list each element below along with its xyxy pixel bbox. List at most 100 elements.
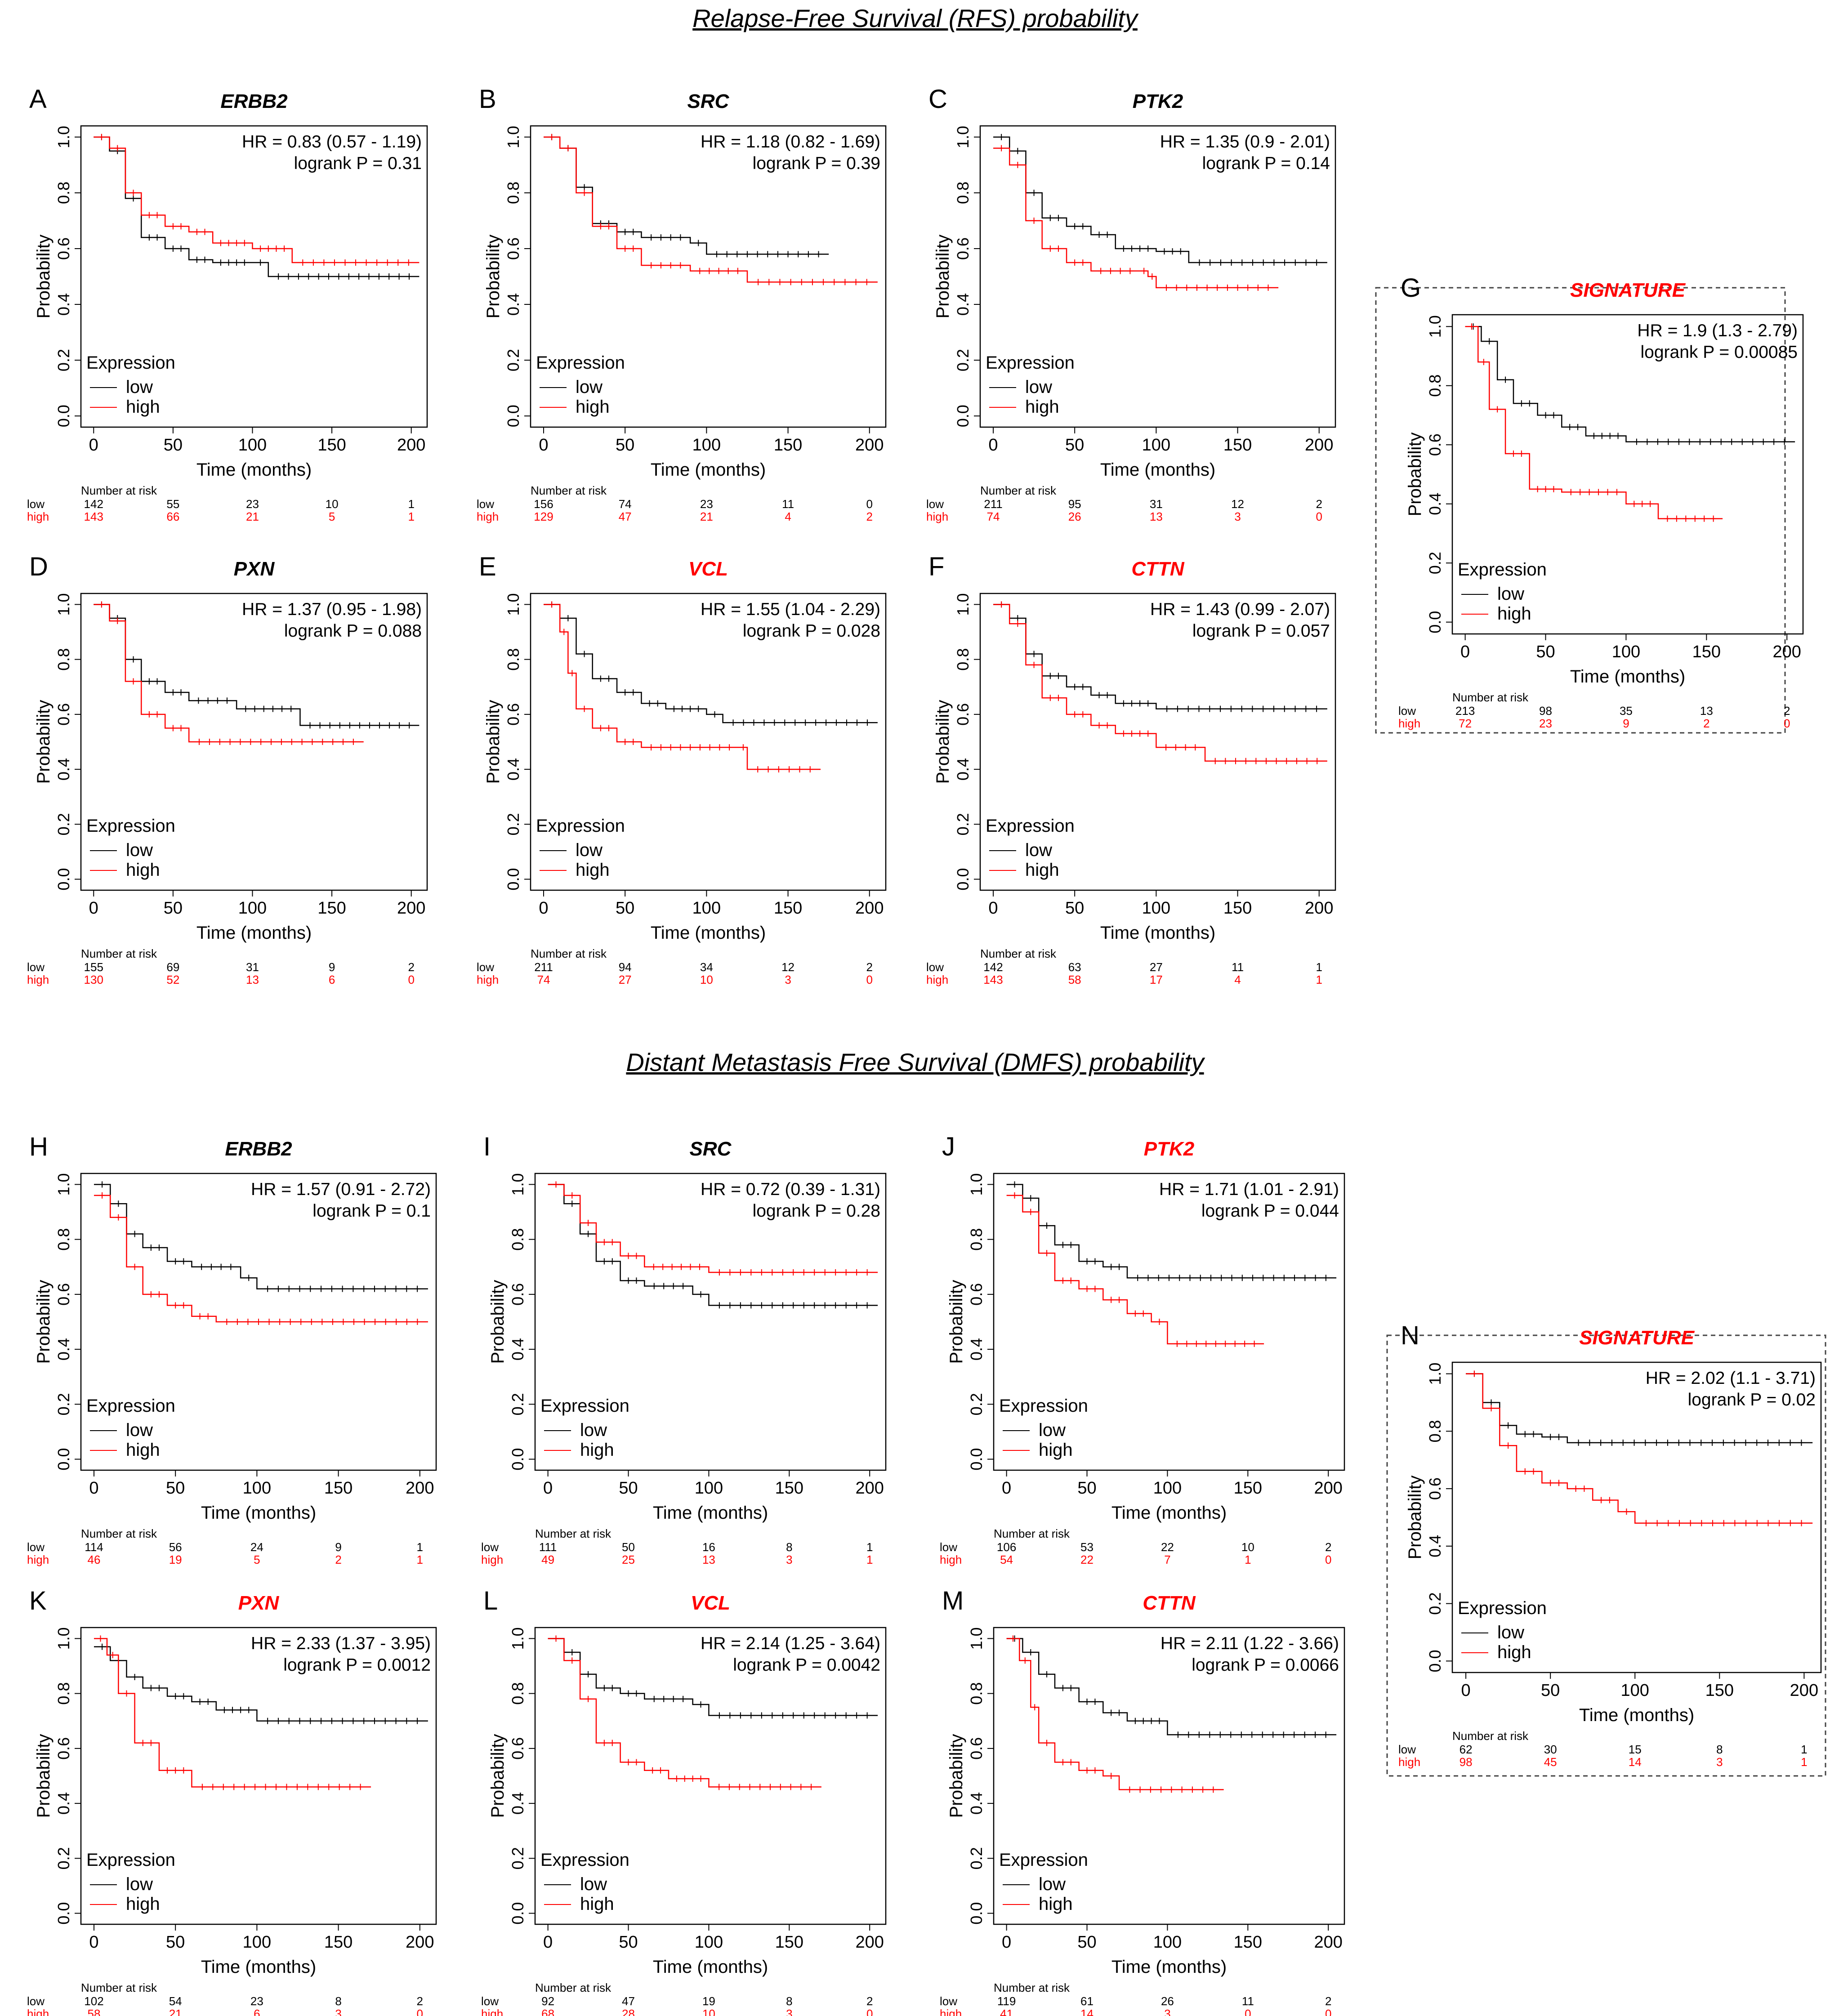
- censor-mark: [1071, 259, 1078, 266]
- x-tick-label: 200: [1305, 436, 1333, 455]
- y-tick-label: 0.0: [954, 868, 972, 891]
- x-tick-label: 100: [695, 1479, 723, 1498]
- censor-mark: [170, 689, 176, 696]
- risk-high-value: 49: [541, 1553, 554, 1566]
- censor-mark: [278, 739, 285, 745]
- risk-high-value: 17: [1150, 973, 1163, 986]
- censor-mark: [273, 245, 280, 252]
- censor-mark: [1249, 705, 1256, 712]
- risk-high-value: 1: [1316, 973, 1322, 986]
- censor-mark: [131, 1231, 138, 1237]
- censor-mark: [1572, 1485, 1579, 1492]
- censor-mark: [630, 245, 637, 252]
- censor-mark: [1575, 1439, 1582, 1446]
- risk-header: Number at risk: [1452, 691, 1529, 704]
- censor-mark: [1241, 1340, 1248, 1347]
- risk-high-value: 6: [329, 973, 335, 986]
- censor-mark: [339, 1717, 346, 1724]
- risk-high-value: 143: [983, 973, 1003, 986]
- censor-mark: [1675, 438, 1682, 445]
- y-tick-label: 0.2: [954, 813, 972, 835]
- y-tick-label: 0.4: [509, 1338, 527, 1360]
- censor-mark: [205, 1313, 211, 1320]
- risk-high-value: 41: [1000, 2007, 1013, 2016]
- censor-mark: [1654, 1520, 1660, 1526]
- censor-mark: [1174, 705, 1181, 712]
- censor-mark: [1530, 1468, 1537, 1475]
- risk-row-high-label: high: [940, 1553, 962, 1566]
- legend-high-label: high: [1497, 604, 1531, 624]
- censor-mark: [843, 1269, 849, 1276]
- censor-mark: [1206, 1731, 1213, 1738]
- censor-mark: [1120, 730, 1127, 737]
- censor-mark: [1178, 1786, 1185, 1793]
- risk-low-value: 31: [246, 960, 259, 974]
- censor-mark: [340, 1319, 347, 1325]
- y-tick-label: 0.4: [54, 1792, 73, 1815]
- y-tick-label: 0.8: [504, 182, 522, 204]
- censor-mark: [199, 1784, 205, 1790]
- censor-mark: [821, 1712, 828, 1719]
- y-tick-label: 0.6: [54, 1283, 73, 1306]
- censor-mark: [1313, 259, 1320, 266]
- censor-mark: [605, 725, 612, 731]
- censor-mark: [1687, 1439, 1693, 1446]
- curve-high: [94, 1195, 428, 1323]
- censor-mark: [667, 234, 674, 241]
- censor-mark: [115, 1200, 122, 1207]
- censor-mark: [393, 1717, 399, 1724]
- censor-mark: [779, 1302, 786, 1309]
- censor-mark: [1598, 1439, 1604, 1446]
- risk-row-high-label: high: [27, 973, 49, 986]
- censor-mark: [625, 1690, 632, 1697]
- censor-mark: [1011, 1192, 1018, 1199]
- censor-mark: [706, 744, 713, 751]
- censor-mark: [1522, 1468, 1528, 1475]
- censor-mark: [1047, 245, 1053, 252]
- logrank-text: logrank P = 0.0012: [283, 1655, 431, 1675]
- x-tick-label: 50: [1077, 1479, 1096, 1498]
- hr-text: HR = 1.43 (0.99 - 2.07): [1150, 600, 1330, 619]
- censor-mark: [1116, 1297, 1123, 1303]
- censor-mark: [1283, 758, 1290, 764]
- censor-mark: [214, 697, 221, 704]
- censor-mark: [233, 259, 240, 266]
- censor-mark: [1787, 1439, 1794, 1446]
- censor-mark: [361, 1319, 368, 1325]
- plot-frame: [534, 1173, 887, 1471]
- censor-mark: [346, 722, 353, 729]
- censor-mark: [842, 279, 848, 285]
- censor-mark: [1176, 1275, 1183, 1281]
- censor-mark: [1232, 758, 1239, 764]
- censor-mark: [304, 1784, 311, 1790]
- censor-mark: [831, 279, 838, 285]
- risk-low-value: 56: [169, 1540, 182, 1554]
- censor-mark: [1254, 284, 1261, 291]
- censor-mark: [336, 722, 343, 729]
- censor-mark: [1249, 1731, 1255, 1738]
- censor-mark: [1604, 489, 1611, 495]
- censor-mark: [376, 722, 383, 729]
- censor-mark: [764, 251, 771, 258]
- censor-mark: [716, 1784, 723, 1790]
- censor-mark: [1281, 705, 1288, 712]
- risk-high-value: 21: [700, 510, 713, 523]
- censor-mark: [737, 1712, 744, 1719]
- risk-high-value: 0: [1784, 717, 1790, 730]
- censor-mark: [1547, 1434, 1554, 1441]
- censor-mark: [1129, 730, 1135, 737]
- censor-mark: [201, 256, 208, 263]
- censor-mark: [1291, 1275, 1298, 1281]
- censor-mark: [1174, 1731, 1181, 1738]
- censor-mark: [1096, 692, 1102, 699]
- censor-mark: [609, 1685, 616, 1691]
- censor-mark: [696, 268, 703, 274]
- censor-mark: [1644, 438, 1651, 445]
- legend-title: Expression: [86, 1850, 175, 1870]
- censor-mark: [1698, 1439, 1705, 1446]
- censor-mark: [1193, 1340, 1200, 1347]
- censor-mark: [178, 245, 184, 252]
- y-tick-label: 0.8: [54, 1682, 73, 1705]
- y-tick-label: 0.8: [509, 1682, 527, 1705]
- x-tick-label: 0: [1460, 642, 1470, 661]
